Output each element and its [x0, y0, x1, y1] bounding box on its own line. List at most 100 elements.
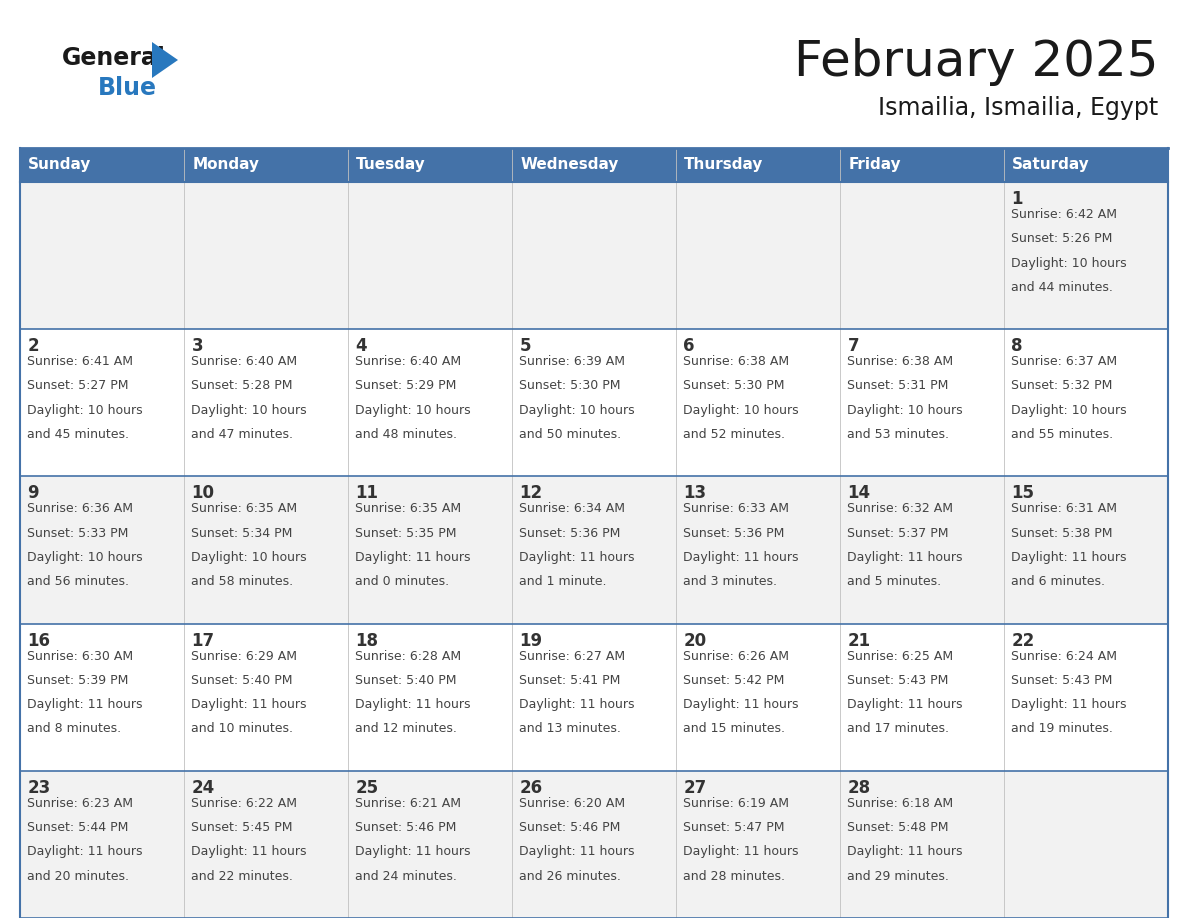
Text: and 45 minutes.: and 45 minutes. [27, 428, 129, 441]
Bar [840, 476, 1004, 623]
Bar [348, 330, 512, 476]
Text: 19: 19 [519, 632, 543, 650]
Text: 9: 9 [27, 485, 39, 502]
Bar [512, 182, 676, 330]
Bar [840, 330, 1004, 476]
Text: Daylight: 10 hours: Daylight: 10 hours [683, 404, 800, 417]
Text: Sunset: 5:44 PM: Sunset: 5:44 PM [27, 821, 128, 834]
Text: Sunset: 5:48 PM: Sunset: 5:48 PM [847, 821, 949, 834]
Text: 18: 18 [355, 632, 379, 650]
Text: Sunset: 5:32 PM: Sunset: 5:32 PM [1011, 379, 1113, 393]
Text: Daylight: 11 hours: Daylight: 11 hours [847, 699, 963, 711]
Bar [184, 771, 348, 918]
Bar [840, 182, 1004, 330]
Text: Sunset: 5:46 PM: Sunset: 5:46 PM [519, 821, 621, 834]
Bar [676, 623, 840, 771]
Text: and 15 minutes.: and 15 minutes. [683, 722, 785, 735]
Text: Sunrise: 6:37 AM: Sunrise: 6:37 AM [1011, 355, 1118, 368]
Text: Daylight: 11 hours: Daylight: 11 hours [355, 551, 470, 564]
Text: 27: 27 [683, 778, 707, 797]
Text: and 29 minutes.: and 29 minutes. [847, 869, 949, 883]
Text: Daylight: 10 hours: Daylight: 10 hours [27, 551, 143, 564]
Text: Sunday: Sunday [29, 158, 91, 173]
Text: Sunset: 5:47 PM: Sunset: 5:47 PM [683, 821, 785, 834]
Text: 3: 3 [191, 337, 203, 355]
Text: 5: 5 [519, 337, 531, 355]
Text: Sunrise: 6:38 AM: Sunrise: 6:38 AM [683, 355, 790, 368]
Text: Daylight: 11 hours: Daylight: 11 hours [27, 845, 143, 858]
Text: and 8 minutes.: and 8 minutes. [27, 722, 121, 735]
Bar [840, 771, 1004, 918]
Bar [348, 182, 512, 330]
Text: Sunset: 5:43 PM: Sunset: 5:43 PM [1011, 674, 1113, 687]
Bar [184, 476, 348, 623]
Text: Daylight: 11 hours: Daylight: 11 hours [27, 699, 143, 711]
Bar [348, 476, 512, 623]
Bar [676, 771, 840, 918]
Text: and 0 minutes.: and 0 minutes. [355, 576, 449, 588]
Text: and 52 minutes.: and 52 minutes. [683, 428, 785, 441]
Text: and 20 minutes.: and 20 minutes. [27, 869, 129, 883]
Bar [1004, 771, 1168, 918]
Text: and 17 minutes.: and 17 minutes. [847, 722, 949, 735]
Text: Sunrise: 6:31 AM: Sunrise: 6:31 AM [1011, 502, 1118, 515]
Text: Sunrise: 6:26 AM: Sunrise: 6:26 AM [683, 650, 789, 663]
Text: Daylight: 10 hours: Daylight: 10 hours [191, 551, 307, 564]
Text: and 44 minutes.: and 44 minutes. [1011, 281, 1113, 294]
Bar [184, 148, 348, 182]
Polygon shape [152, 42, 178, 78]
Text: and 50 minutes.: and 50 minutes. [519, 428, 621, 441]
Text: Daylight: 10 hours: Daylight: 10 hours [1011, 256, 1127, 270]
Text: General: General [62, 46, 166, 70]
Text: 11: 11 [355, 485, 379, 502]
Bar [840, 148, 1004, 182]
Bar [676, 182, 840, 330]
Text: Sunset: 5:31 PM: Sunset: 5:31 PM [847, 379, 949, 393]
Bar [840, 623, 1004, 771]
Text: Sunset: 5:38 PM: Sunset: 5:38 PM [1011, 527, 1113, 540]
Text: Sunset: 5:45 PM: Sunset: 5:45 PM [191, 821, 293, 834]
Text: and 26 minutes.: and 26 minutes. [519, 869, 621, 883]
Text: Sunset: 5:30 PM: Sunset: 5:30 PM [683, 379, 785, 393]
Text: Sunrise: 6:25 AM: Sunrise: 6:25 AM [847, 650, 954, 663]
Text: 2: 2 [27, 337, 39, 355]
Text: Sunset: 5:27 PM: Sunset: 5:27 PM [27, 379, 128, 393]
Text: Daylight: 10 hours: Daylight: 10 hours [519, 404, 636, 417]
Text: and 58 minutes.: and 58 minutes. [191, 576, 293, 588]
Text: Sunrise: 6:42 AM: Sunrise: 6:42 AM [1011, 208, 1118, 221]
Text: Sunrise: 6:32 AM: Sunrise: 6:32 AM [847, 502, 954, 515]
Text: Sunset: 5:42 PM: Sunset: 5:42 PM [683, 674, 785, 687]
Text: Sunrise: 6:34 AM: Sunrise: 6:34 AM [519, 502, 625, 515]
Text: Sunrise: 6:18 AM: Sunrise: 6:18 AM [847, 797, 954, 810]
Text: Sunset: 5:36 PM: Sunset: 5:36 PM [683, 527, 785, 540]
Text: Sunset: 5:41 PM: Sunset: 5:41 PM [519, 674, 621, 687]
Text: 21: 21 [847, 632, 871, 650]
Text: Sunrise: 6:36 AM: Sunrise: 6:36 AM [27, 502, 133, 515]
Text: and 3 minutes.: and 3 minutes. [683, 576, 777, 588]
Text: Sunrise: 6:35 AM: Sunrise: 6:35 AM [355, 502, 461, 515]
Text: Sunrise: 6:21 AM: Sunrise: 6:21 AM [355, 797, 461, 810]
Text: Sunset: 5:30 PM: Sunset: 5:30 PM [519, 379, 621, 393]
Text: and 53 minutes.: and 53 minutes. [847, 428, 949, 441]
Text: Sunrise: 6:22 AM: Sunrise: 6:22 AM [191, 797, 297, 810]
Text: Blue: Blue [97, 76, 157, 100]
Bar [184, 182, 348, 330]
Text: 23: 23 [27, 778, 51, 797]
Bar [676, 148, 840, 182]
Text: 26: 26 [519, 778, 543, 797]
Text: and 19 minutes.: and 19 minutes. [1011, 722, 1113, 735]
Text: Wednesday: Wednesday [520, 158, 619, 173]
Text: Sunset: 5:34 PM: Sunset: 5:34 PM [191, 527, 292, 540]
Bar [20, 182, 184, 330]
Text: Daylight: 11 hours: Daylight: 11 hours [191, 699, 307, 711]
Text: Tuesday: Tuesday [356, 158, 426, 173]
Bar [184, 330, 348, 476]
Text: and 22 minutes.: and 22 minutes. [191, 869, 293, 883]
Text: Daylight: 10 hours: Daylight: 10 hours [191, 404, 307, 417]
Text: Ismailia, Ismailia, Egypt: Ismailia, Ismailia, Egypt [878, 96, 1158, 120]
Text: and 5 minutes.: and 5 minutes. [847, 576, 942, 588]
Text: Thursday: Thursday [684, 158, 764, 173]
Text: Daylight: 11 hours: Daylight: 11 hours [683, 845, 798, 858]
Text: 4: 4 [355, 337, 367, 355]
Bar [20, 771, 184, 918]
